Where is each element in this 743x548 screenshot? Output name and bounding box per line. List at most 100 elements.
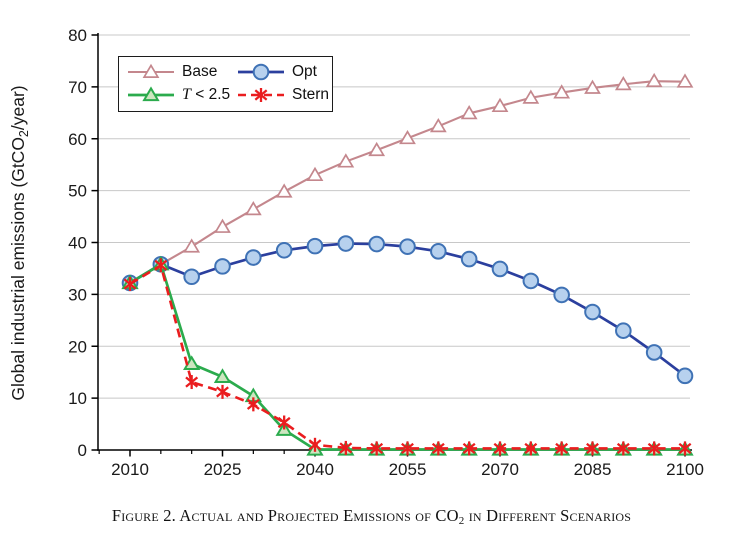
data-point-marker bbox=[522, 272, 540, 290]
data-point-marker bbox=[213, 368, 232, 383]
legend-label-base: Base bbox=[182, 63, 218, 80]
series-stern bbox=[123, 258, 692, 456]
data-point-marker bbox=[214, 218, 231, 233]
data-point-marker bbox=[429, 118, 447, 133]
x-tick-label: 2070 bbox=[481, 460, 519, 479]
data-point-marker bbox=[645, 344, 663, 361]
data-point-marker bbox=[614, 76, 632, 91]
data-point-marker bbox=[183, 238, 201, 253]
data-point-marker bbox=[678, 441, 692, 456]
data-point-marker bbox=[553, 286, 570, 304]
figure-caption: Figure 2. Actual and Projected Emissions… bbox=[111, 506, 632, 527]
y-axis-title: Global industrial emissions (GtCO2/year) bbox=[8, 85, 31, 400]
data-point-marker bbox=[584, 303, 601, 321]
series-t-2-5 bbox=[121, 255, 694, 456]
data-point-marker bbox=[216, 384, 229, 399]
emissions-chart: Global industrial emissions (GtCO2/year)… bbox=[8, 26, 704, 479]
data-point-marker bbox=[183, 268, 200, 286]
data-point-marker bbox=[275, 241, 293, 259]
data-point-marker bbox=[460, 105, 478, 120]
data-point-marker bbox=[553, 84, 571, 99]
series-opt bbox=[121, 235, 694, 385]
data-point-marker bbox=[123, 277, 137, 291]
y-tick-label: 50 bbox=[68, 182, 87, 201]
data-point-marker bbox=[337, 235, 355, 252]
chart-legend: Base Opt T < 2.5 Stern bbox=[118, 56, 333, 112]
series-line bbox=[129, 264, 685, 450]
data-point-marker bbox=[368, 235, 385, 253]
data-point-marker bbox=[524, 441, 538, 456]
data-point-marker bbox=[275, 183, 293, 198]
data-point-marker bbox=[460, 250, 478, 268]
data-point-marker bbox=[647, 441, 661, 456]
x-tick-label: 2025 bbox=[204, 460, 242, 479]
data-point-marker bbox=[306, 166, 324, 182]
data-point-marker bbox=[493, 441, 507, 456]
y-tick-label: 10 bbox=[68, 389, 87, 408]
x-tick-label: 2055 bbox=[389, 460, 427, 479]
legend-label-t25: T < 2.5 bbox=[182, 86, 231, 103]
legend-item-stern: Stern bbox=[237, 84, 329, 106]
data-point-marker bbox=[277, 415, 291, 430]
legend-marker-base-icon bbox=[128, 63, 174, 78]
data-point-marker bbox=[254, 88, 268, 102]
x-tick-label: 2100 bbox=[666, 460, 704, 479]
data-point-marker bbox=[399, 129, 416, 145]
y-tick-label: 40 bbox=[68, 234, 87, 253]
y-tick-label: 0 bbox=[78, 441, 87, 460]
legend-item-base: Base bbox=[127, 61, 231, 83]
y-tick-label: 20 bbox=[68, 337, 87, 356]
data-point-marker bbox=[491, 260, 509, 278]
series-base bbox=[121, 72, 694, 289]
data-point-marker bbox=[399, 238, 416, 255]
legend-marker-stern-icon bbox=[238, 88, 284, 102]
legend-label-opt: Opt bbox=[292, 63, 317, 80]
data-point-marker bbox=[431, 441, 445, 456]
data-point-marker bbox=[252, 63, 270, 81]
data-point-marker bbox=[214, 258, 231, 275]
data-point-marker bbox=[142, 86, 160, 102]
data-point-marker bbox=[308, 437, 322, 452]
legend-label-stern: Stern bbox=[292, 86, 330, 103]
data-point-marker bbox=[462, 441, 476, 456]
series-line bbox=[129, 262, 685, 451]
data-point-marker bbox=[306, 237, 324, 255]
data-point-marker bbox=[246, 397, 260, 412]
y-tick-label: 70 bbox=[68, 78, 87, 97]
data-point-marker bbox=[645, 72, 663, 88]
y-tick-label: 30 bbox=[68, 285, 87, 304]
data-point-marker bbox=[339, 440, 353, 455]
data-point-marker bbox=[586, 441, 599, 456]
y-tick-label: 60 bbox=[68, 130, 87, 149]
data-point-marker bbox=[522, 89, 540, 104]
data-point-marker bbox=[676, 367, 694, 385]
data-point-marker bbox=[401, 441, 414, 456]
x-tick-label: 2010 bbox=[111, 460, 149, 479]
data-point-marker bbox=[154, 258, 168, 273]
data-point-marker bbox=[370, 441, 384, 456]
legend-marker-opt-icon bbox=[238, 63, 284, 81]
y-tick-label: 80 bbox=[68, 26, 87, 45]
data-point-marker bbox=[368, 141, 386, 157]
data-point-marker bbox=[337, 153, 355, 168]
data-point-marker bbox=[142, 63, 160, 78]
data-point-marker bbox=[183, 355, 201, 370]
data-point-marker bbox=[616, 441, 630, 456]
data-point-marker bbox=[245, 249, 262, 266]
legend-item-t25: T < 2.5 bbox=[127, 84, 231, 106]
x-tick-label: 2085 bbox=[574, 460, 612, 479]
data-point-marker bbox=[584, 79, 601, 94]
data-point-marker bbox=[555, 441, 569, 456]
data-point-marker bbox=[491, 97, 509, 113]
legend-marker-t25-icon bbox=[128, 86, 174, 102]
data-point-marker bbox=[430, 243, 447, 260]
series-line bbox=[129, 242, 686, 377]
x-tick-label: 2040 bbox=[296, 460, 334, 479]
data-point-marker bbox=[615, 322, 632, 339]
legend-item-opt: Opt bbox=[237, 61, 329, 83]
data-point-marker bbox=[185, 375, 199, 390]
data-point-marker bbox=[244, 201, 262, 216]
chart-canvas: Global industrial emissions (GtCO2/year)… bbox=[8, 26, 704, 479]
data-point-marker bbox=[676, 73, 694, 88]
